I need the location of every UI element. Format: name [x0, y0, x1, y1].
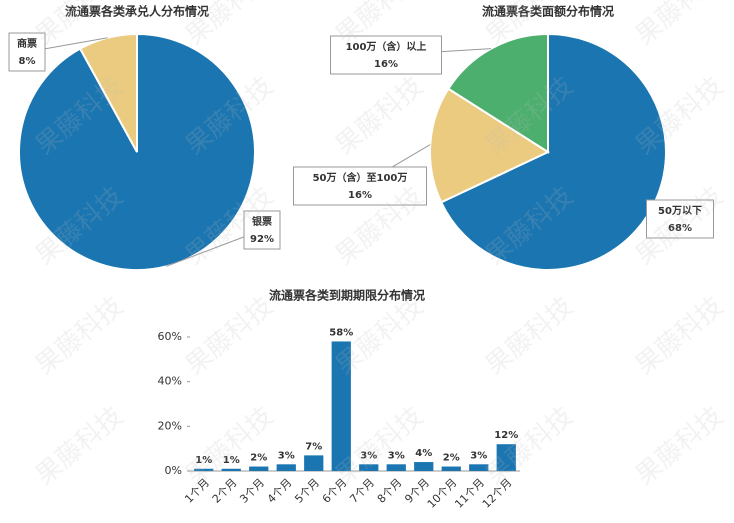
- bar: [331, 341, 351, 471]
- bar: [249, 466, 269, 471]
- chart-title: 流通票各类到期期限分布情况: [269, 288, 425, 303]
- bar: [221, 468, 241, 471]
- x-tick-label: 5个月: [292, 476, 322, 506]
- value-label: 12%: [494, 430, 518, 441]
- value-label: 1%: [195, 455, 212, 466]
- pie-slice: [78, 32, 138, 153]
- value-label: 3%: [360, 450, 377, 461]
- watermark: 果藤科技: [330, 71, 429, 161]
- value-label: 3%: [278, 450, 295, 461]
- watermark: 果藤科技: [630, 401, 729, 491]
- y-tick-label: 40%: [158, 375, 182, 388]
- label-box: [293, 166, 427, 206]
- watermark: 果藤科技: [630, 291, 729, 381]
- slice-value: 16%: [374, 59, 398, 70]
- bar: [276, 464, 296, 471]
- slice-value: 8%: [19, 56, 36, 67]
- y-tick-label: 20%: [158, 419, 182, 432]
- x-tick-label: 10个月: [425, 476, 460, 511]
- watermark: 果藤科技: [480, 291, 579, 381]
- value-label: 7%: [305, 441, 322, 452]
- slice-value: 16%: [348, 190, 372, 201]
- watermark: 果藤科技: [30, 401, 129, 491]
- x-tick-label: 2个月: [210, 476, 240, 506]
- x-tick-label: 3个月: [237, 476, 267, 506]
- label-box: [8, 32, 46, 72]
- label-box: [646, 199, 714, 239]
- chart-title: 流通票各类承兑人分布情况: [65, 4, 209, 19]
- value-label: 3%: [470, 450, 487, 461]
- slice-value: 92%: [250, 234, 274, 245]
- value-label: 3%: [388, 450, 405, 461]
- slice-label: 50万（含）至100万: [313, 171, 408, 184]
- value-label: 58%: [329, 327, 353, 338]
- watermark: 果藤科技: [480, 401, 579, 491]
- slice-value: 68%: [668, 223, 692, 234]
- bar: [359, 464, 379, 471]
- bar: [441, 466, 461, 471]
- value-label: 1%: [223, 455, 240, 466]
- bar: [386, 464, 406, 471]
- value-label: 2%: [443, 453, 460, 464]
- x-tick-label: 11个月: [452, 476, 487, 511]
- watermark: 果藤科技: [180, 291, 279, 381]
- y-tick-label: 60%: [158, 330, 182, 343]
- bar: [496, 444, 516, 471]
- label-box: [243, 210, 281, 250]
- watermark: 果藤科技: [30, 291, 129, 381]
- slice-label: 商票: [17, 37, 37, 50]
- x-tick-label: 8个月: [375, 476, 405, 506]
- value-label: 4%: [415, 448, 432, 459]
- chart-title: 流通票各类面额分布情况: [482, 4, 614, 19]
- y-tick-label: 0%: [165, 464, 182, 477]
- label-box: [330, 35, 442, 75]
- slice-label: 50万以下: [658, 205, 702, 217]
- bar: [469, 464, 489, 471]
- bar: [414, 462, 434, 471]
- x-tick-label: 4个月: [265, 476, 295, 506]
- slice-label: 银票: [252, 215, 272, 228]
- bar: [304, 455, 324, 471]
- bar: [194, 468, 214, 471]
- value-label: 2%: [250, 453, 267, 464]
- watermark: 果藤科技: [630, 0, 729, 51]
- slice-label: 100万（含）以上: [346, 40, 427, 53]
